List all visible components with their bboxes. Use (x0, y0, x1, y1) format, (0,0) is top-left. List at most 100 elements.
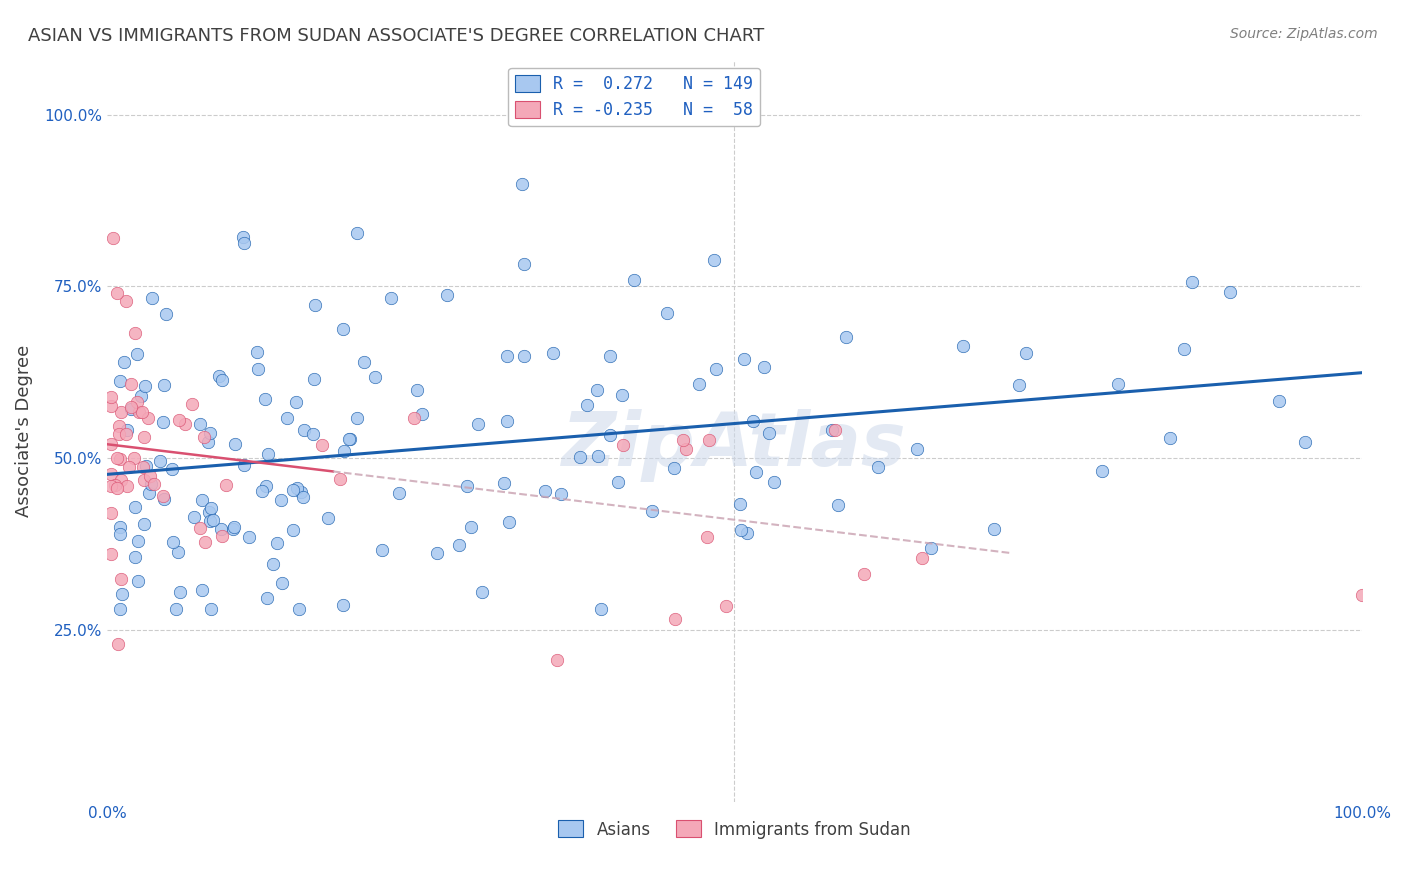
Asians (127, 534, 149, 549)
Immigrants from Sudan (696, 530, 718, 544)
Asians (162, 534, 184, 549)
Immigrants from Sudan (108, 452, 131, 467)
Asians (866, 459, 889, 474)
Asians (952, 339, 974, 353)
Text: Source: ZipAtlas.com: Source: ZipAtlas.com (1230, 27, 1378, 41)
Asians (134, 378, 156, 392)
Immigrants from Sudan (100, 467, 122, 481)
Asians (222, 522, 245, 536)
Asians (222, 519, 245, 533)
Asians (586, 449, 609, 463)
Immigrants from Sudan (105, 481, 128, 495)
Immigrants from Sudan (329, 472, 352, 486)
Asians (232, 230, 254, 244)
Asians (735, 526, 758, 541)
Asians (1173, 343, 1195, 357)
Asians (728, 497, 751, 511)
Asians (380, 291, 402, 305)
Immigrants from Sudan (142, 477, 165, 491)
Point (105, 286, 128, 301)
Asians (250, 483, 273, 498)
Asians (131, 389, 153, 403)
Asians (730, 523, 752, 537)
Immigrants from Sudan (110, 572, 132, 586)
Immigrants from Sudan (134, 430, 156, 444)
Asians (155, 306, 177, 320)
Immigrants from Sudan (131, 405, 153, 419)
Asians (346, 411, 368, 425)
Asians (1008, 377, 1031, 392)
Immigrants from Sudan (128, 405, 150, 419)
Immigrants from Sudan (115, 426, 138, 441)
Asians (827, 499, 849, 513)
Asians (513, 257, 536, 271)
Asians (153, 492, 176, 507)
Asians (167, 544, 190, 558)
Asians (200, 602, 222, 616)
Asians (599, 428, 621, 442)
Asians (436, 287, 458, 301)
Immigrants from Sudan (697, 433, 720, 447)
Asians (662, 460, 685, 475)
Asians (983, 523, 1005, 537)
Immigrants from Sudan (100, 506, 122, 520)
Asians (257, 447, 280, 461)
Asians (495, 414, 517, 428)
Asians (134, 517, 156, 532)
Asians (284, 394, 307, 409)
Asians (256, 479, 278, 493)
Immigrants from Sudan (404, 410, 426, 425)
Asians (411, 407, 433, 421)
Asians (191, 583, 214, 598)
Immigrants from Sudan (110, 474, 132, 488)
Immigrants from Sudan (612, 438, 634, 452)
Asians (835, 330, 858, 344)
Asians (337, 432, 360, 446)
Immigrants from Sudan (173, 417, 195, 431)
Immigrants from Sudan (169, 413, 191, 427)
Asians (316, 511, 339, 525)
Immigrants from Sudan (107, 637, 129, 651)
Immigrants from Sudan (136, 410, 159, 425)
Asians (364, 370, 387, 384)
Asians (115, 423, 138, 437)
Asians (388, 485, 411, 500)
Immigrants from Sudan (1351, 589, 1374, 603)
Asians (160, 462, 183, 476)
Asians (292, 423, 315, 437)
Asians (606, 475, 628, 490)
Asians (111, 587, 134, 601)
Asians (302, 426, 325, 441)
Immigrants from Sudan (311, 438, 333, 452)
Immigrants from Sudan (100, 390, 122, 404)
Asians (197, 434, 219, 449)
Asians (1219, 285, 1241, 299)
Immigrants from Sudan (664, 612, 686, 626)
Asians (211, 373, 233, 387)
Immigrants from Sudan (107, 451, 129, 466)
Immigrants from Sudan (716, 599, 738, 614)
Asians (426, 546, 449, 560)
Asians (623, 273, 645, 287)
Asians (1015, 345, 1038, 359)
Y-axis label: Associate's Degree: Associate's Degree (15, 344, 32, 516)
Asians (153, 378, 176, 392)
Asians (763, 475, 786, 489)
Asians (332, 322, 354, 336)
Asians (262, 557, 284, 571)
Asians (304, 372, 326, 386)
Immigrants from Sudan (911, 551, 934, 566)
Asians (495, 349, 517, 363)
Asians (304, 298, 326, 312)
Asians (281, 483, 304, 497)
Asians (575, 399, 598, 413)
Asians (124, 549, 146, 564)
Asians (1268, 394, 1291, 409)
Text: ZipAtlas: ZipAtlas (562, 409, 907, 482)
Asians (246, 344, 269, 359)
Immigrants from Sudan (104, 478, 127, 492)
Asians (292, 491, 315, 505)
Asians (333, 443, 356, 458)
Immigrants from Sudan (852, 566, 875, 581)
Immigrants from Sudan (120, 401, 142, 415)
